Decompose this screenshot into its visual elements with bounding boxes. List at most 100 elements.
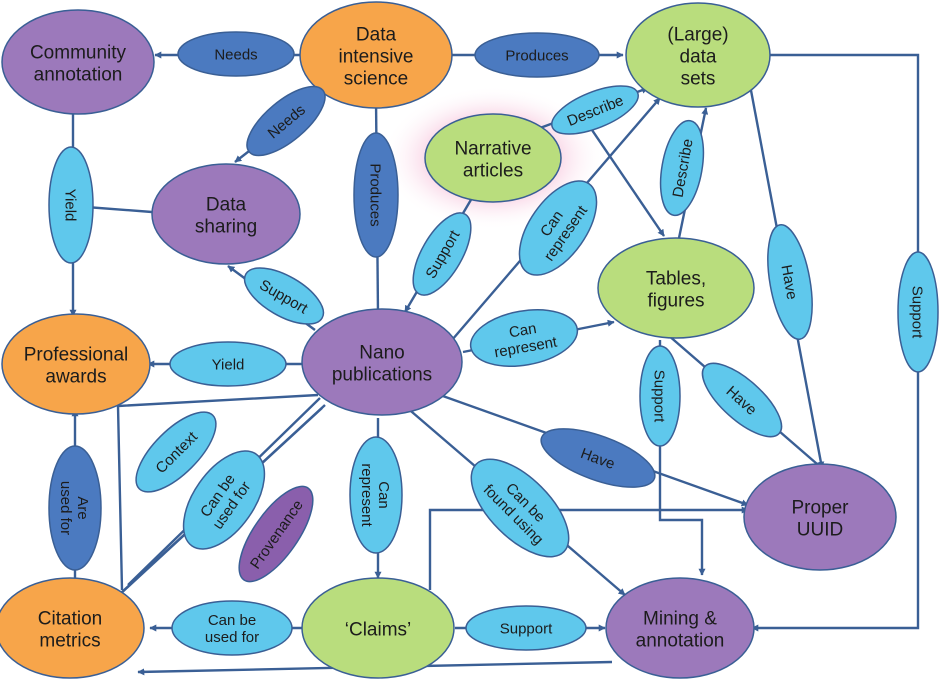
text-line: data xyxy=(680,46,717,67)
node-proper-uuid-text: Proper UUID xyxy=(791,497,849,540)
text-line: Support xyxy=(908,286,925,339)
text-line: Have xyxy=(777,263,800,300)
label-can-be-used-for-1-text: Can beused for xyxy=(195,469,254,533)
edge-claims-to-uuid xyxy=(428,506,749,590)
text-line: Support xyxy=(500,621,553,638)
text-line: UUID xyxy=(797,519,843,540)
text-line: Can xyxy=(375,481,392,509)
label-support-2: Support xyxy=(243,267,325,325)
label-have-3: Have xyxy=(540,428,656,488)
node-nano-publications: Nano publications xyxy=(301,308,463,416)
text-line: Produces xyxy=(366,163,383,226)
text-line: annotation xyxy=(636,630,725,651)
label-can-represent-3-text: Canrepresent xyxy=(358,463,392,527)
text-line: Produces xyxy=(505,48,568,65)
node-professional-awards-text: Professional awards xyxy=(24,344,129,387)
text-line: Mining & xyxy=(643,608,717,629)
label-produces-1-text: Produces xyxy=(505,48,568,65)
text-line: publications xyxy=(332,364,432,385)
text-line: awards xyxy=(45,366,106,387)
node-large-data-sets: (Large) data sets xyxy=(625,2,771,108)
nodes: Data intensive science Community annotation… xyxy=(0,1,897,679)
node-data-sharing-text: Data sharing xyxy=(195,194,257,237)
node-large-data-sets-text: (Large) data sets xyxy=(667,24,728,89)
text-line: Support xyxy=(650,370,667,423)
text-line: figures xyxy=(647,290,704,311)
text-line: intensive xyxy=(339,46,414,67)
node-citation-metrics-text: Citation metrics xyxy=(38,608,102,651)
label-can-represent-3: Canrepresent xyxy=(349,436,403,554)
text-line: used for xyxy=(57,481,74,535)
label-yield-1-text: Yield xyxy=(61,189,78,222)
label-can-be-used-for-2: Can be used for xyxy=(171,600,293,656)
text-line: Tables, xyxy=(646,268,706,289)
node-data-intensive-science: Data intensive science xyxy=(299,1,453,109)
label-have-2: Have xyxy=(701,362,783,438)
text-line: (Large) xyxy=(667,24,728,45)
label-yield-2-text: Yield xyxy=(212,357,245,374)
text-line: sharing xyxy=(195,216,257,237)
label-yield-1: Yield xyxy=(48,146,94,264)
text-line: sets xyxy=(681,68,716,89)
node-proper-uuid: Proper UUID xyxy=(743,463,897,571)
label-support-4-text: Support xyxy=(650,370,667,423)
label-can-be-used-for-2-text: Can be used for xyxy=(205,612,259,646)
node-community-annotation: Community annotation xyxy=(1,9,155,115)
label-produces-2: Produces xyxy=(353,132,399,258)
node-data-intensive-science-text: Data intensive science xyxy=(339,24,414,89)
text-line: Community xyxy=(30,42,127,63)
text-line: Professional xyxy=(24,344,129,365)
node-professional-awards: Professional awards xyxy=(1,313,151,415)
label-produces-1: Produces xyxy=(474,32,600,78)
text-line: metrics xyxy=(39,630,100,651)
node-data-sharing: Data sharing xyxy=(151,163,301,265)
label-can-be-used-for-1: Can beused for xyxy=(182,450,266,550)
text-line: Yield xyxy=(212,357,245,374)
node-community-annotation-text: Community annotation xyxy=(30,42,127,85)
label-have-1: Have xyxy=(767,224,813,340)
node-narrative-articles-text: Narrative articles xyxy=(454,138,531,181)
label-support-5-text: Support xyxy=(500,621,553,638)
label-support-3: Support xyxy=(897,251,939,373)
node-claims-text: ‘Claims’ xyxy=(345,619,412,640)
label-describe-1: Describe xyxy=(551,85,639,135)
label-needs-2: Needs xyxy=(246,85,326,157)
edge-labels: Needs Produces Needs Yield Produces Desc… xyxy=(48,31,939,656)
label-produces-2-text: Produces xyxy=(366,163,383,226)
text-line: Nano xyxy=(359,342,404,363)
label-support-3-text: Support xyxy=(908,286,925,339)
text-line: Data xyxy=(206,194,247,215)
label-support-5: Support xyxy=(465,605,587,651)
text-line: used for xyxy=(205,629,259,646)
node-mining-annotation-text: Mining & annotation xyxy=(636,608,725,651)
node-tables-figures: Tables, figures xyxy=(597,237,755,339)
text-line: articles xyxy=(463,160,523,181)
text-line: science xyxy=(344,68,408,89)
label-can-represent-2: Canrepresent xyxy=(469,309,579,367)
node-citation-metrics: Citation metrics xyxy=(0,577,145,679)
text-line: Yield xyxy=(61,189,78,222)
text-line: Data xyxy=(356,24,397,45)
node-narrative-articles: Narrative articles xyxy=(424,113,562,203)
label-yield-2: Yield xyxy=(169,341,287,387)
text-line: Needs xyxy=(214,47,257,64)
label-describe-2: Describe xyxy=(659,119,705,217)
label-needs-1-text: Needs xyxy=(214,47,257,64)
label-are-used-for-text: Areused for xyxy=(57,481,91,535)
text-line: represent xyxy=(358,463,375,527)
text-line: Narrative xyxy=(454,138,531,159)
text-line: Proper xyxy=(791,497,849,518)
node-tables-figures-text: Tables, figures xyxy=(646,268,706,311)
label-support-4: Support xyxy=(639,345,681,447)
label-context: Context xyxy=(135,411,217,493)
label-have-1-text: Have xyxy=(777,263,800,300)
node-mining-annotation: Mining & annotation xyxy=(605,577,755,679)
node-claims: ‘Claims’ xyxy=(301,577,455,679)
label-are-used-for: Areused for xyxy=(48,445,102,571)
label-needs-1: Needs xyxy=(177,31,295,77)
text-line: ‘Claims’ xyxy=(345,619,412,640)
label-can-be-found-using: Can befound using xyxy=(470,458,570,558)
text-line: Citation xyxy=(38,608,102,629)
text-line: Can be xyxy=(208,612,256,629)
